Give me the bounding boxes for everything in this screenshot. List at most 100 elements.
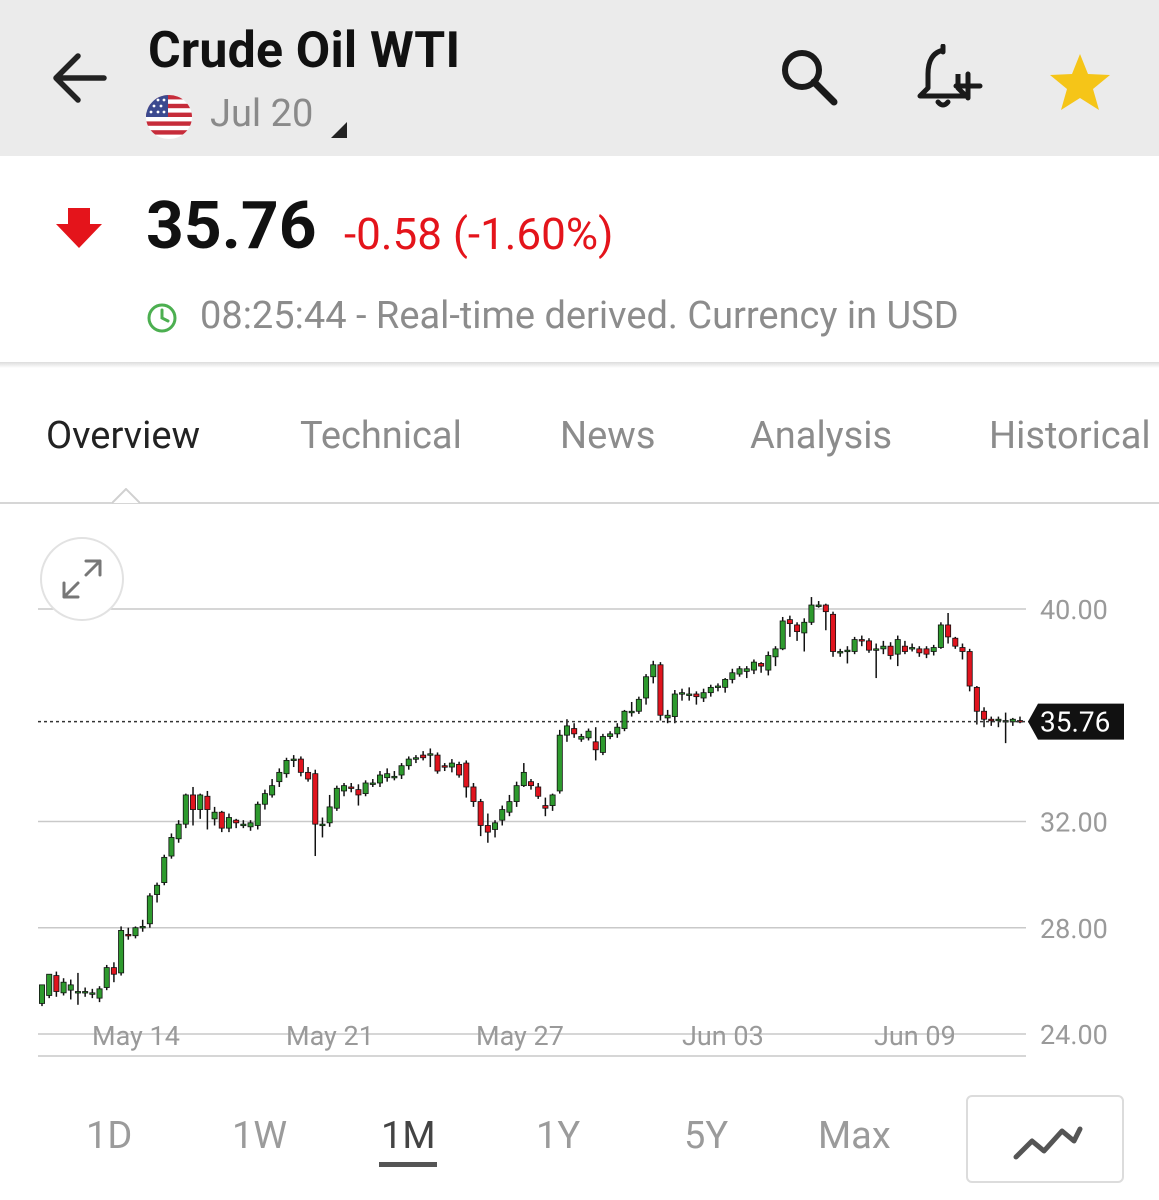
candle-body (571, 728, 578, 735)
candle-body (326, 806, 333, 824)
candle-body (74, 991, 81, 994)
range-5y[interactable]: 5Y (684, 1114, 729, 1158)
candle-body (297, 758, 304, 773)
candle-body (448, 762, 455, 768)
candle-body (420, 754, 427, 759)
clock-icon (146, 302, 178, 334)
candle-body (549, 794, 556, 806)
range-1m[interactable]: 1M (381, 1114, 436, 1158)
candle-body (470, 786, 477, 802)
candle-body (959, 647, 966, 652)
candle-body (96, 988, 103, 999)
x-tick-label: Jun 09 (874, 1020, 956, 1052)
range-1y[interactable]: 1Y (536, 1114, 581, 1158)
candle-body (923, 648, 930, 655)
caret-down-icon[interactable] (331, 122, 347, 138)
candle-body (671, 693, 678, 717)
candle-body (434, 754, 441, 772)
active-range-underline (379, 1162, 437, 1167)
tab-historical[interactable]: Historical (989, 414, 1151, 458)
tab-analysis[interactable]: Analysis (750, 414, 893, 458)
candle-body (556, 734, 563, 792)
candle-body (269, 785, 276, 796)
candle-body (369, 782, 376, 785)
candle-body (139, 926, 146, 929)
candle-body (376, 774, 383, 784)
chart-grid (38, 608, 1026, 1057)
y-axis-labels: 40.00 32.00 28.00 24.00 (1040, 594, 1108, 1051)
candle-body (60, 981, 67, 994)
candle-body (894, 639, 901, 655)
candle-body (887, 645, 894, 656)
candle-body (945, 624, 952, 638)
range-1w[interactable]: 1W (232, 1114, 288, 1158)
candle-body (398, 765, 405, 776)
candle-body (880, 645, 887, 650)
candle-body (412, 757, 419, 760)
candle-body (743, 668, 750, 672)
chart-type-button[interactable] (966, 1095, 1124, 1183)
star-icon[interactable] (1048, 52, 1112, 116)
candle-body (542, 805, 549, 809)
tab-overview[interactable]: Overview (46, 414, 201, 458)
candle-body (362, 782, 369, 795)
bell-plus-icon[interactable] (914, 43, 984, 114)
x-tick-label: May 14 (92, 1020, 180, 1052)
candle-body (779, 620, 786, 650)
candle-body (283, 760, 290, 775)
candle-body (585, 730, 592, 739)
candle-body (772, 648, 779, 658)
candle-body (175, 823, 182, 840)
candle-body (614, 726, 621, 735)
price-chart[interactable]: May 14 May 21 May 27 Jun 03 Jun 09 40.00 32.0… (0, 520, 1159, 1080)
candle-body (686, 693, 693, 696)
candle-body (794, 624, 801, 632)
candle-body (348, 786, 355, 789)
candle-body (930, 647, 937, 652)
x-axis-labels: May 14 May 21 May 27 Jun 03 Jun 09 (92, 1020, 956, 1052)
candle-body (405, 758, 412, 767)
candle-body (520, 771, 527, 787)
candle-body (218, 811, 225, 829)
last-price: 35.76 (146, 188, 317, 265)
candle-body (607, 733, 614, 737)
candle-body (765, 655, 772, 671)
y-tick-label: 28.00 (1040, 913, 1108, 945)
tab-technical[interactable]: Technical (300, 414, 462, 458)
candle-body (456, 763, 463, 776)
candle-body (786, 619, 793, 625)
candle-body (657, 664, 664, 716)
expand-chart-button[interactable] (40, 537, 124, 621)
candle-body (441, 765, 448, 768)
candle-body (261, 793, 268, 805)
candle-body (118, 930, 125, 974)
tab-news[interactable]: News (560, 414, 656, 458)
candle-body (995, 718, 1002, 722)
candle-body (599, 736, 606, 753)
candle-body (592, 741, 599, 751)
candle-body (844, 649, 851, 653)
range-max[interactable]: Max (818, 1114, 891, 1158)
price-change: -0.58 (-1.60%) (344, 208, 614, 260)
candle-body (679, 692, 686, 695)
candle-body (707, 686, 714, 694)
last-price-tag (1028, 703, 1124, 740)
candle-body (815, 604, 822, 607)
range-1d[interactable]: 1D (86, 1114, 133, 1158)
candle-body (305, 771, 312, 780)
candle-body (714, 685, 721, 688)
contract-month[interactable]: Jul 20 (210, 92, 314, 136)
search-icon[interactable] (778, 46, 842, 114)
candle-body (146, 895, 153, 925)
candle-body (988, 718, 995, 722)
candle-body (492, 822, 499, 830)
candle-body (355, 789, 362, 796)
candle-body (110, 967, 117, 975)
candle-body (909, 647, 916, 650)
candle-body (168, 837, 175, 857)
candle-body (808, 604, 815, 623)
candle-body (822, 604, 829, 613)
candle-body (477, 801, 484, 826)
y-tick-label: 40.00 (1040, 594, 1108, 626)
back-arrow-icon[interactable] (46, 48, 114, 108)
